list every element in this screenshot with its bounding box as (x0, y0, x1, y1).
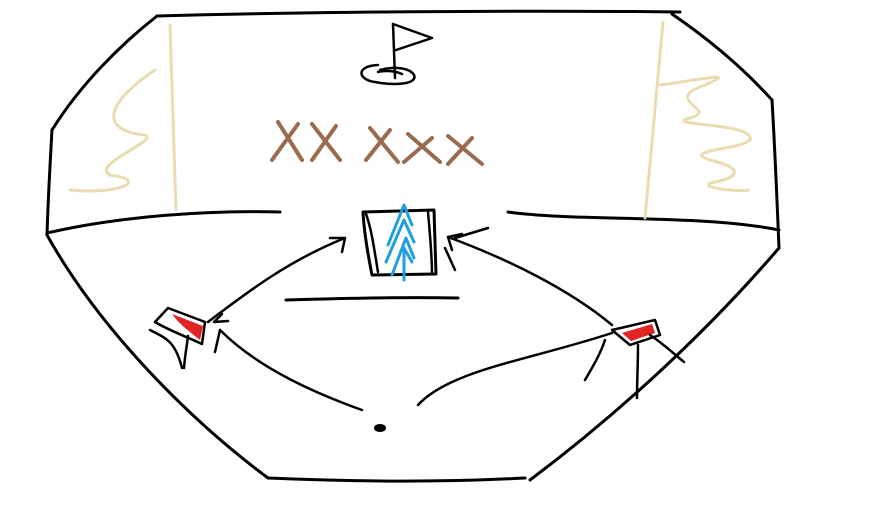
cross-obstacle-stroke (402, 136, 434, 164)
ramp-arrow (384, 218, 416, 264)
right-bumper (583, 318, 686, 400)
cross-obstacle-stroke (368, 126, 400, 164)
left-bumper (148, 306, 207, 370)
hole-ring-outer (360, 63, 416, 86)
cross-obstacle-stroke (276, 120, 304, 162)
golf-ball (374, 424, 386, 432)
path-left-bumper-to-ramp (206, 236, 347, 324)
left-bumper-fill (172, 314, 203, 340)
ramp-arrow (390, 236, 416, 277)
arrowhead-right-ramp (446, 232, 464, 252)
cross-obstacle-stroke (446, 136, 474, 166)
left-bumper-outline (153, 306, 207, 346)
course-outline (45, 9, 781, 483)
cross-obstacle (446, 134, 484, 166)
cross-obstacle-row (270, 120, 484, 166)
right-bumper-leg-1 (583, 338, 607, 382)
right-wall-squiggle (658, 75, 752, 192)
ramp-arrows (384, 203, 416, 282)
ramp-arrow (386, 203, 414, 247)
hole-ring-inner (376, 69, 404, 76)
right-wall-texture (643, 20, 752, 220)
golf-hole-icon (360, 63, 416, 86)
flag-banner (391, 22, 434, 52)
arrowhead-left-ramp (328, 236, 347, 254)
cross-obstacle-stroke (364, 128, 392, 162)
path-ball-to-right-bumper (416, 331, 614, 407)
left-bumper-leg-1 (148, 328, 184, 370)
left-bumper-leg-2 (182, 334, 190, 370)
right-bumper-leg-3 (648, 333, 686, 364)
left-wall-post (168, 23, 178, 212)
arrowhead-left-bumper (212, 312, 230, 324)
arrowhead-right-ramp-tail (453, 226, 490, 240)
path-ball-to-left-bumper-tail (213, 328, 222, 354)
cross-obstacle-stroke (446, 134, 484, 166)
cross-obstacle-stroke (270, 122, 300, 162)
cross-obstacle (402, 132, 442, 164)
flag-pole (391, 22, 397, 80)
ramp-arrow (402, 246, 414, 282)
right-wall-post (643, 20, 665, 220)
ramp-right-guide (443, 246, 457, 272)
cross-obstacle (270, 120, 304, 162)
right-bumper-leg-2 (635, 343, 640, 400)
ramp-box-inner-edge (364, 212, 380, 274)
cross-obstacle (310, 122, 342, 162)
shot-paths (206, 226, 614, 412)
ramp-box-inner-edge-right (426, 210, 434, 276)
left-wall-texture (68, 23, 178, 212)
path-right-bumper-to-ramp (446, 235, 614, 327)
right-bumper-fill (622, 324, 655, 341)
right-bumper-outline (610, 318, 662, 347)
path-ball-to-left-bumper (218, 328, 364, 412)
cross-obstacle-stroke (406, 132, 442, 164)
back-wall-baseline (45, 210, 781, 235)
ramp-box-outline (361, 208, 438, 277)
cross-obstacle-stroke (310, 124, 338, 162)
cross-obstacle (364, 126, 400, 164)
golf-flag-icon (391, 22, 434, 80)
ramp-box (361, 208, 438, 277)
left-wall-squiggle (68, 68, 157, 193)
golf-ball-icon (374, 424, 386, 432)
ramp-base-line (284, 296, 460, 302)
